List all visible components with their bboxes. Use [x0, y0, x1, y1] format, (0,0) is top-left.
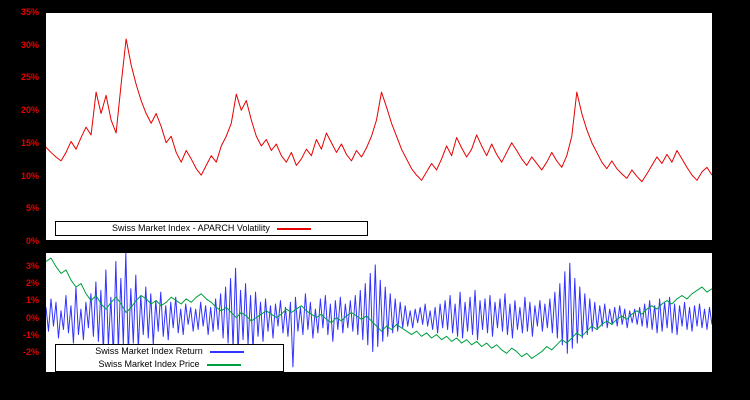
y-tick-mark	[41, 77, 45, 79]
y-tick-mark	[41, 352, 45, 354]
y-tick-mark	[41, 317, 45, 319]
y-tick-label: 20%	[20, 105, 39, 116]
volatility-legend-row: Swiss Market Index - APARCH Volatility	[56, 222, 367, 235]
y-tick-mark	[41, 300, 45, 302]
volatility-line-sample	[276, 227, 311, 230]
y-tick-label: 1%	[25, 295, 39, 306]
volatility-series-svg	[46, 13, 712, 240]
y-tick-mark	[41, 241, 45, 242]
y-tick-mark	[41, 265, 45, 267]
returns-series-svg	[46, 253, 712, 372]
series-line	[46, 258, 712, 358]
y-tick-mark	[41, 175, 45, 177]
y-tick-label: 3%	[25, 260, 39, 271]
y-tick-label: -2%	[22, 347, 39, 358]
y-tick-label: 5%	[25, 203, 39, 214]
y-tick-mark	[41, 142, 45, 144]
y-tick-mark	[41, 283, 45, 285]
returns-legend: Swiss Market Index Return Swiss Market I…	[55, 344, 284, 372]
y-tick-label: 0%	[25, 312, 39, 323]
return-legend-row: Swiss Market Index Return	[56, 345, 283, 358]
price-legend-label: Swiss Market Index Price	[98, 359, 200, 369]
return-legend-label: Swiss Market Index Return	[95, 346, 203, 356]
volatility-legend-label: Swiss Market Index - APARCH Volatility	[112, 223, 270, 233]
y-tick-label: 2%	[25, 278, 39, 289]
y-tick-mark	[41, 334, 45, 336]
y-tick-label: 25%	[20, 72, 39, 83]
price-legend-row: Swiss Market Index Price	[56, 358, 283, 371]
volatility-legend: Swiss Market Index - APARCH Volatility	[55, 221, 368, 236]
y-tick-mark	[41, 110, 45, 112]
price-line-sample	[206, 363, 241, 366]
y-tick-label: 30%	[20, 39, 39, 50]
y-tick-mark	[41, 12, 45, 13]
series-line	[46, 39, 712, 182]
y-tick-mark	[41, 208, 45, 210]
return-line-sample	[209, 350, 244, 353]
volatility-plot-area	[45, 12, 713, 241]
series-line	[46, 253, 712, 367]
y-tick-label: 15%	[20, 137, 39, 148]
y-tick-label: 35%	[20, 7, 39, 17]
y-tick-mark	[41, 44, 45, 46]
y-tick-label: -1%	[22, 329, 39, 340]
y-tick-label: 10%	[20, 170, 39, 181]
y-tick-label: 0%	[25, 236, 39, 246]
